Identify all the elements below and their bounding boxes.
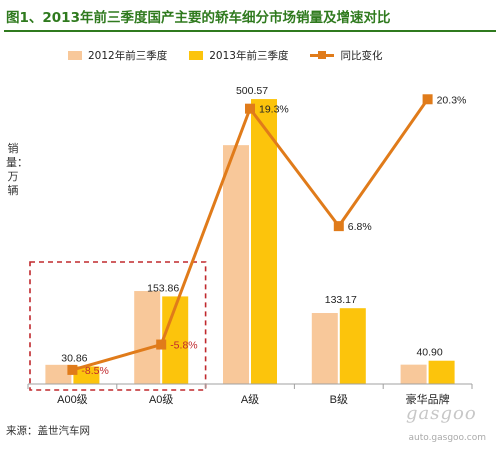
bar-2012-0 [45,364,72,384]
x-tick-label-1: A0级 [149,393,173,406]
bar-2013-0 [73,366,100,384]
source-note: 来源：盖世汽车网 [6,425,90,437]
bar-value-label-3: 133.17 [325,294,357,306]
x-tick-label-2: A级 [241,393,259,406]
legend-label-2012: 2012年前三季度 [88,50,168,62]
growth-value-label-1: -5.8% [170,340,197,352]
growth-marker-3 [333,221,344,232]
bar-2012-3 [311,313,338,384]
bar-2013-3 [339,308,366,384]
x-tick-label-4: 豪华品牌 [406,392,450,406]
watermark-logo: gasgoo auto.gasgoo.com [406,403,490,443]
bar-2012-4 [400,364,427,384]
growth-value-label-4: 20.3% [437,94,467,106]
legend-item-2012: 2012年前三季度 [68,48,167,63]
growth-value-label-0: -8.5% [81,365,108,377]
legend-swatch-2012 [68,51,82,60]
bar-value-label-4: 40.90 [416,347,442,359]
growth-marker-4 [422,94,433,105]
bar-2012-2 [223,145,249,384]
bar-2012-1 [134,291,161,384]
highlight-box [29,261,207,391]
growth-marker-0 [67,364,78,375]
watermark-url: auto.gasgoo.com [408,433,486,443]
growth-line [71,98,429,372]
x-tick-label-0: A00级 [57,393,88,406]
growth-marker-2 [245,103,255,114]
growth-value-label-3: 6.8% [348,221,372,233]
growth-marker-1 [156,339,167,350]
legend-item-growth: 同比变化 [310,48,382,63]
growth-value-label-2: 19.3% [259,104,289,116]
bar-value-label-1: 153.86 [147,282,179,294]
watermark-logo-text: gasgoo [406,403,477,424]
legend-label-growth: 同比变化 [340,50,383,62]
legend-swatch-growth [310,51,335,59]
bar-2013-2 [251,99,277,384]
legend-item-2013: 2013年前三季度 [189,48,288,63]
x-tick-label-3: B级 [330,393,348,406]
bar-2013-4 [428,360,455,384]
legend-swatch-2013 [189,51,204,60]
bar-value-label-2: 500.57 [236,85,268,97]
legend: 2012年前三季度 2013年前三季度 同比变化 [68,48,382,63]
legend-label-2013: 2013年前三季度 [209,50,289,62]
bar-value-label-0: 30.86 [61,352,87,364]
chart-title: 图1、2013年前三季度国产主要的轿车细分市场销量及增速对比 [6,10,391,26]
title-underline [4,30,496,32]
